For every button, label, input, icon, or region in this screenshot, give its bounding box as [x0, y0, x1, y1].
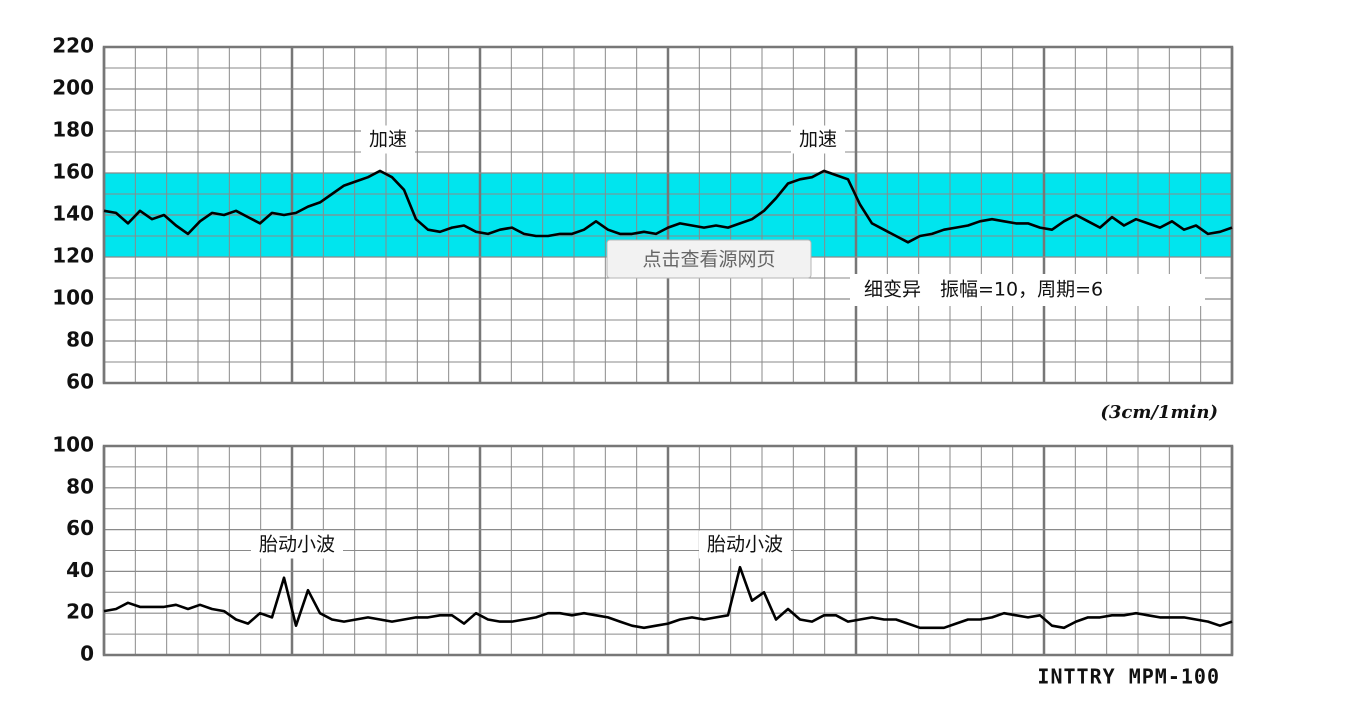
annotation: 加速 — [799, 129, 837, 151]
y-tick-label: 20 — [66, 600, 94, 624]
chart-note: INTTRY MPM-100 — [1037, 665, 1220, 689]
annotation-bg — [250, 530, 344, 559]
annotation: 胎动小波 — [707, 534, 783, 556]
chart-note: (3cm/1min) — [1100, 402, 1218, 423]
button-label[interactable]: 点击查看源网页 — [642, 249, 775, 271]
annotation-bg — [790, 125, 846, 154]
plot-frame — [102, 45, 1234, 385]
y-tick-label: 200 — [52, 76, 94, 100]
annotation: 细变异 振幅=10，周期=6 — [864, 279, 1103, 301]
y-tick-label: 180 — [52, 118, 94, 142]
plot-frame — [102, 444, 1234, 657]
view-source-button[interactable]: 点击查看源网页 — [606, 239, 812, 279]
annotation: 加速 — [369, 129, 407, 151]
y-tick-label: 160 — [52, 160, 94, 184]
y-tick-label: 80 — [66, 328, 94, 352]
button-frame[interactable] — [606, 239, 812, 279]
annotation-bg — [698, 530, 792, 559]
trace — [103, 565, 1233, 630]
y-tick-label: 0 — [80, 642, 94, 666]
y-tick-label: 80 — [66, 474, 94, 498]
y-tick-label: 40 — [66, 558, 94, 582]
y-tick-label: 60 — [66, 370, 94, 394]
y-tick-label: 100 — [52, 433, 94, 457]
trace — [103, 169, 1233, 244]
y-tick-label: 220 — [52, 34, 94, 58]
annotation-box — [850, 274, 1205, 306]
annotation: 胎动小波 — [259, 534, 335, 556]
y-tick-label: 120 — [52, 244, 94, 268]
y-tick-label: 140 — [52, 202, 94, 226]
y-tick-label: 100 — [52, 286, 94, 310]
annotation-bg — [360, 125, 416, 154]
y-tick-label: 60 — [66, 516, 94, 540]
